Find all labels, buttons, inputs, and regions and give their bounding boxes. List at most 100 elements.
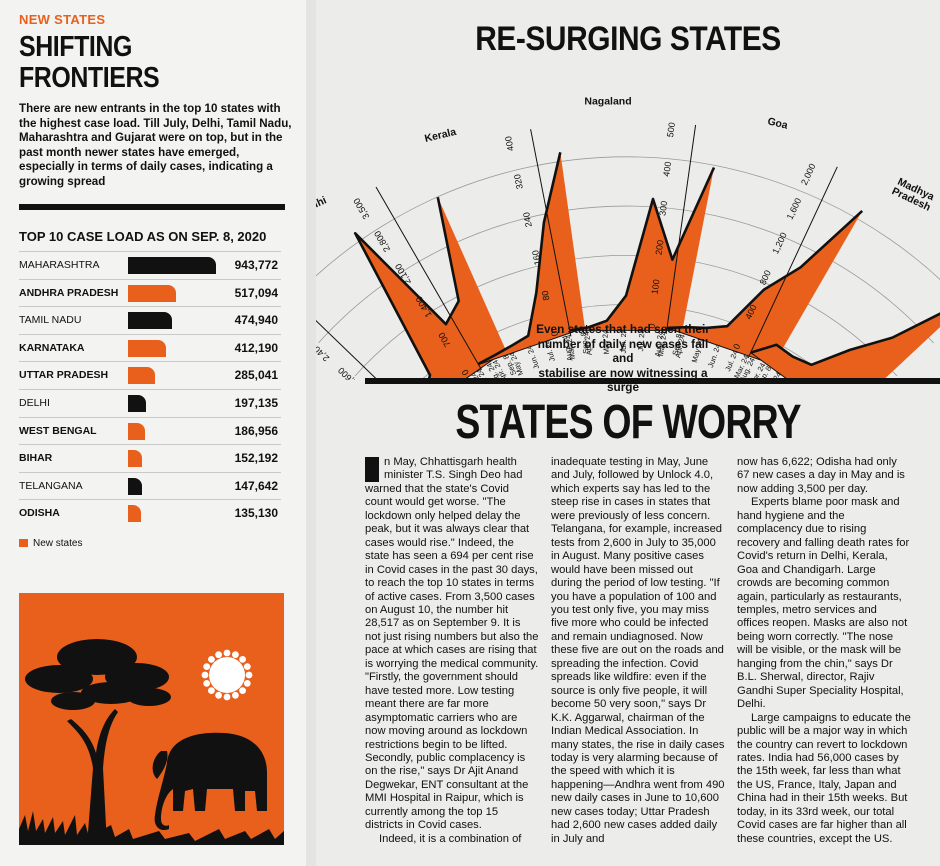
article-paragraph: inadequate testing in May, June and July…	[551, 456, 725, 846]
section-kicker: NEW STATES	[19, 12, 106, 27]
axis-line	[747, 166, 838, 359]
headline-line-2: FRONTIERS	[19, 62, 160, 94]
table-title-bold: TOP 10	[19, 229, 64, 244]
panel-label: Delhi	[316, 194, 328, 216]
x-tick-label: Sep. 8	[670, 333, 683, 356]
table-row: UTTAR PRADESH 285,041	[19, 361, 281, 389]
tick-label: 240	[521, 211, 534, 228]
case-value: 412,190	[234, 340, 278, 355]
state-name: TAMIL NADU	[19, 314, 82, 327]
tick-label: 160	[530, 249, 543, 266]
state-name: MAHARASHTRA	[19, 259, 100, 271]
tick-label: 1,600	[336, 365, 359, 380]
legend: New states	[19, 538, 82, 549]
article-paragraph: n May, Chhattisgarh health minister T.S.…	[365, 456, 539, 833]
x-tick-label: Jul. 24	[469, 370, 488, 380]
table-row: KARNATAKA 412,190	[19, 333, 281, 362]
case-value: 943,772	[234, 258, 278, 272]
tick-label: 320	[512, 173, 525, 190]
case-value: 197,135	[234, 396, 278, 410]
x-tick-label: Apr. 24	[582, 331, 594, 356]
case-value: 135,130	[234, 506, 278, 521]
state-name: ODISHA	[19, 507, 60, 520]
article-column-3: now has 6,622; Odisha had only 67 new ca…	[737, 456, 911, 846]
tick-label: 0	[731, 342, 742, 351]
line-kerala	[477, 152, 562, 366]
x-tick-label: Aug. 24	[653, 331, 665, 358]
paragraph-text: Experts blame poor mask and hand hygiene…	[737, 496, 910, 711]
line-madhya-pradesh	[750, 312, 940, 367]
paragraph-text: now has 6,622; Odisha had only 67 new ca…	[737, 456, 905, 495]
tick-label: 400	[661, 161, 673, 177]
line-goa	[667, 209, 864, 330]
table-row: MAHARASHTRA 943,772	[19, 251, 281, 279]
state-name: WEST BENGAL	[19, 424, 97, 437]
grass-silhouette	[19, 811, 284, 845]
tick-label: 100	[650, 279, 662, 295]
tree-silhouette	[25, 639, 171, 845]
case-bar	[128, 422, 146, 440]
tick-label: 0	[647, 323, 658, 329]
sun-icon	[201, 649, 253, 701]
rule-mid	[365, 378, 940, 384]
case-bar	[128, 450, 143, 468]
article-paragraph: Indeed, it is a combination of	[365, 833, 539, 846]
axis-line	[530, 129, 572, 337]
tick-label: 400	[503, 135, 516, 152]
caption-line-1: Even states that had seen their	[536, 322, 710, 336]
tick-label: 1,200	[770, 231, 789, 256]
case-bar	[128, 505, 141, 523]
article-title: STATES OF WORRY	[455, 396, 801, 449]
x-tick-label: May 24	[600, 329, 611, 354]
tick-label: 3,500	[351, 196, 371, 221]
panel-label: Nagaland	[584, 95, 631, 107]
case-value: 147,642	[234, 478, 278, 493]
baseline	[750, 352, 790, 380]
tick-label: 0	[460, 368, 471, 377]
case-bar	[128, 395, 147, 412]
right-panel	[316, 0, 940, 866]
intro-text: There are new entrants in the top 10 sta…	[19, 102, 292, 188]
area-nagaland	[569, 167, 714, 331]
case-bar	[128, 284, 177, 302]
article-column-1: n May, Chhattisgarh health minister T.S.…	[365, 456, 539, 846]
case-value: 474,940	[234, 313, 278, 328]
baseline	[666, 327, 774, 365]
chart-title: RE-SURGING STATES	[475, 20, 781, 58]
area-kerala	[478, 152, 585, 365]
tick-label: 80	[540, 290, 552, 302]
x-tick-label: Jun. 24	[619, 329, 628, 354]
article-column-2: inadequate testing in May, June and July…	[551, 456, 725, 846]
column-divider	[306, 0, 316, 866]
tick-label: 1,600	[785, 196, 804, 221]
table-row: BIHAR 152,192	[19, 444, 281, 472]
x-tick-label: Mar. 24	[656, 331, 668, 357]
x-tick-label: Jul. 24	[636, 329, 646, 352]
drop-cap	[365, 457, 379, 482]
elephant-tree-illustration	[19, 593, 284, 845]
tick-label: 2,000	[799, 162, 818, 187]
axis-line	[375, 186, 482, 370]
state-name: UTTAR PRADESH	[19, 369, 109, 382]
axis-line	[316, 319, 379, 380]
tick-label: 2,400	[316, 341, 331, 364]
state-name: TELANGANA	[19, 479, 83, 492]
area-goa	[667, 210, 863, 365]
tick-label: 800	[758, 269, 773, 287]
paragraph-text: Indeed, it is a combination of	[379, 832, 522, 845]
table-row: ODISHA 135,130	[19, 499, 281, 527]
case-value: 517,094	[234, 285, 278, 300]
state-name: KARNATAKA	[19, 341, 85, 354]
left-panel: NEW STATES SHIFTING FRONTIERS There are …	[0, 0, 305, 866]
article-paragraph: Large campaigns to educate the public wi…	[737, 712, 911, 847]
rule-top	[19, 204, 285, 210]
table-row: DELHI 197,135	[19, 389, 281, 417]
axis-line	[665, 124, 697, 334]
chart-caption: Even states that had seen their number o…	[528, 322, 718, 395]
state-name: ANDHRA PRADESH	[19, 286, 119, 299]
headline-line-1: SHIFTING	[19, 31, 132, 63]
case-bar	[128, 339, 167, 357]
case-bar	[128, 367, 155, 385]
line-nagaland	[569, 166, 716, 332]
tick-label: 200	[654, 239, 666, 255]
